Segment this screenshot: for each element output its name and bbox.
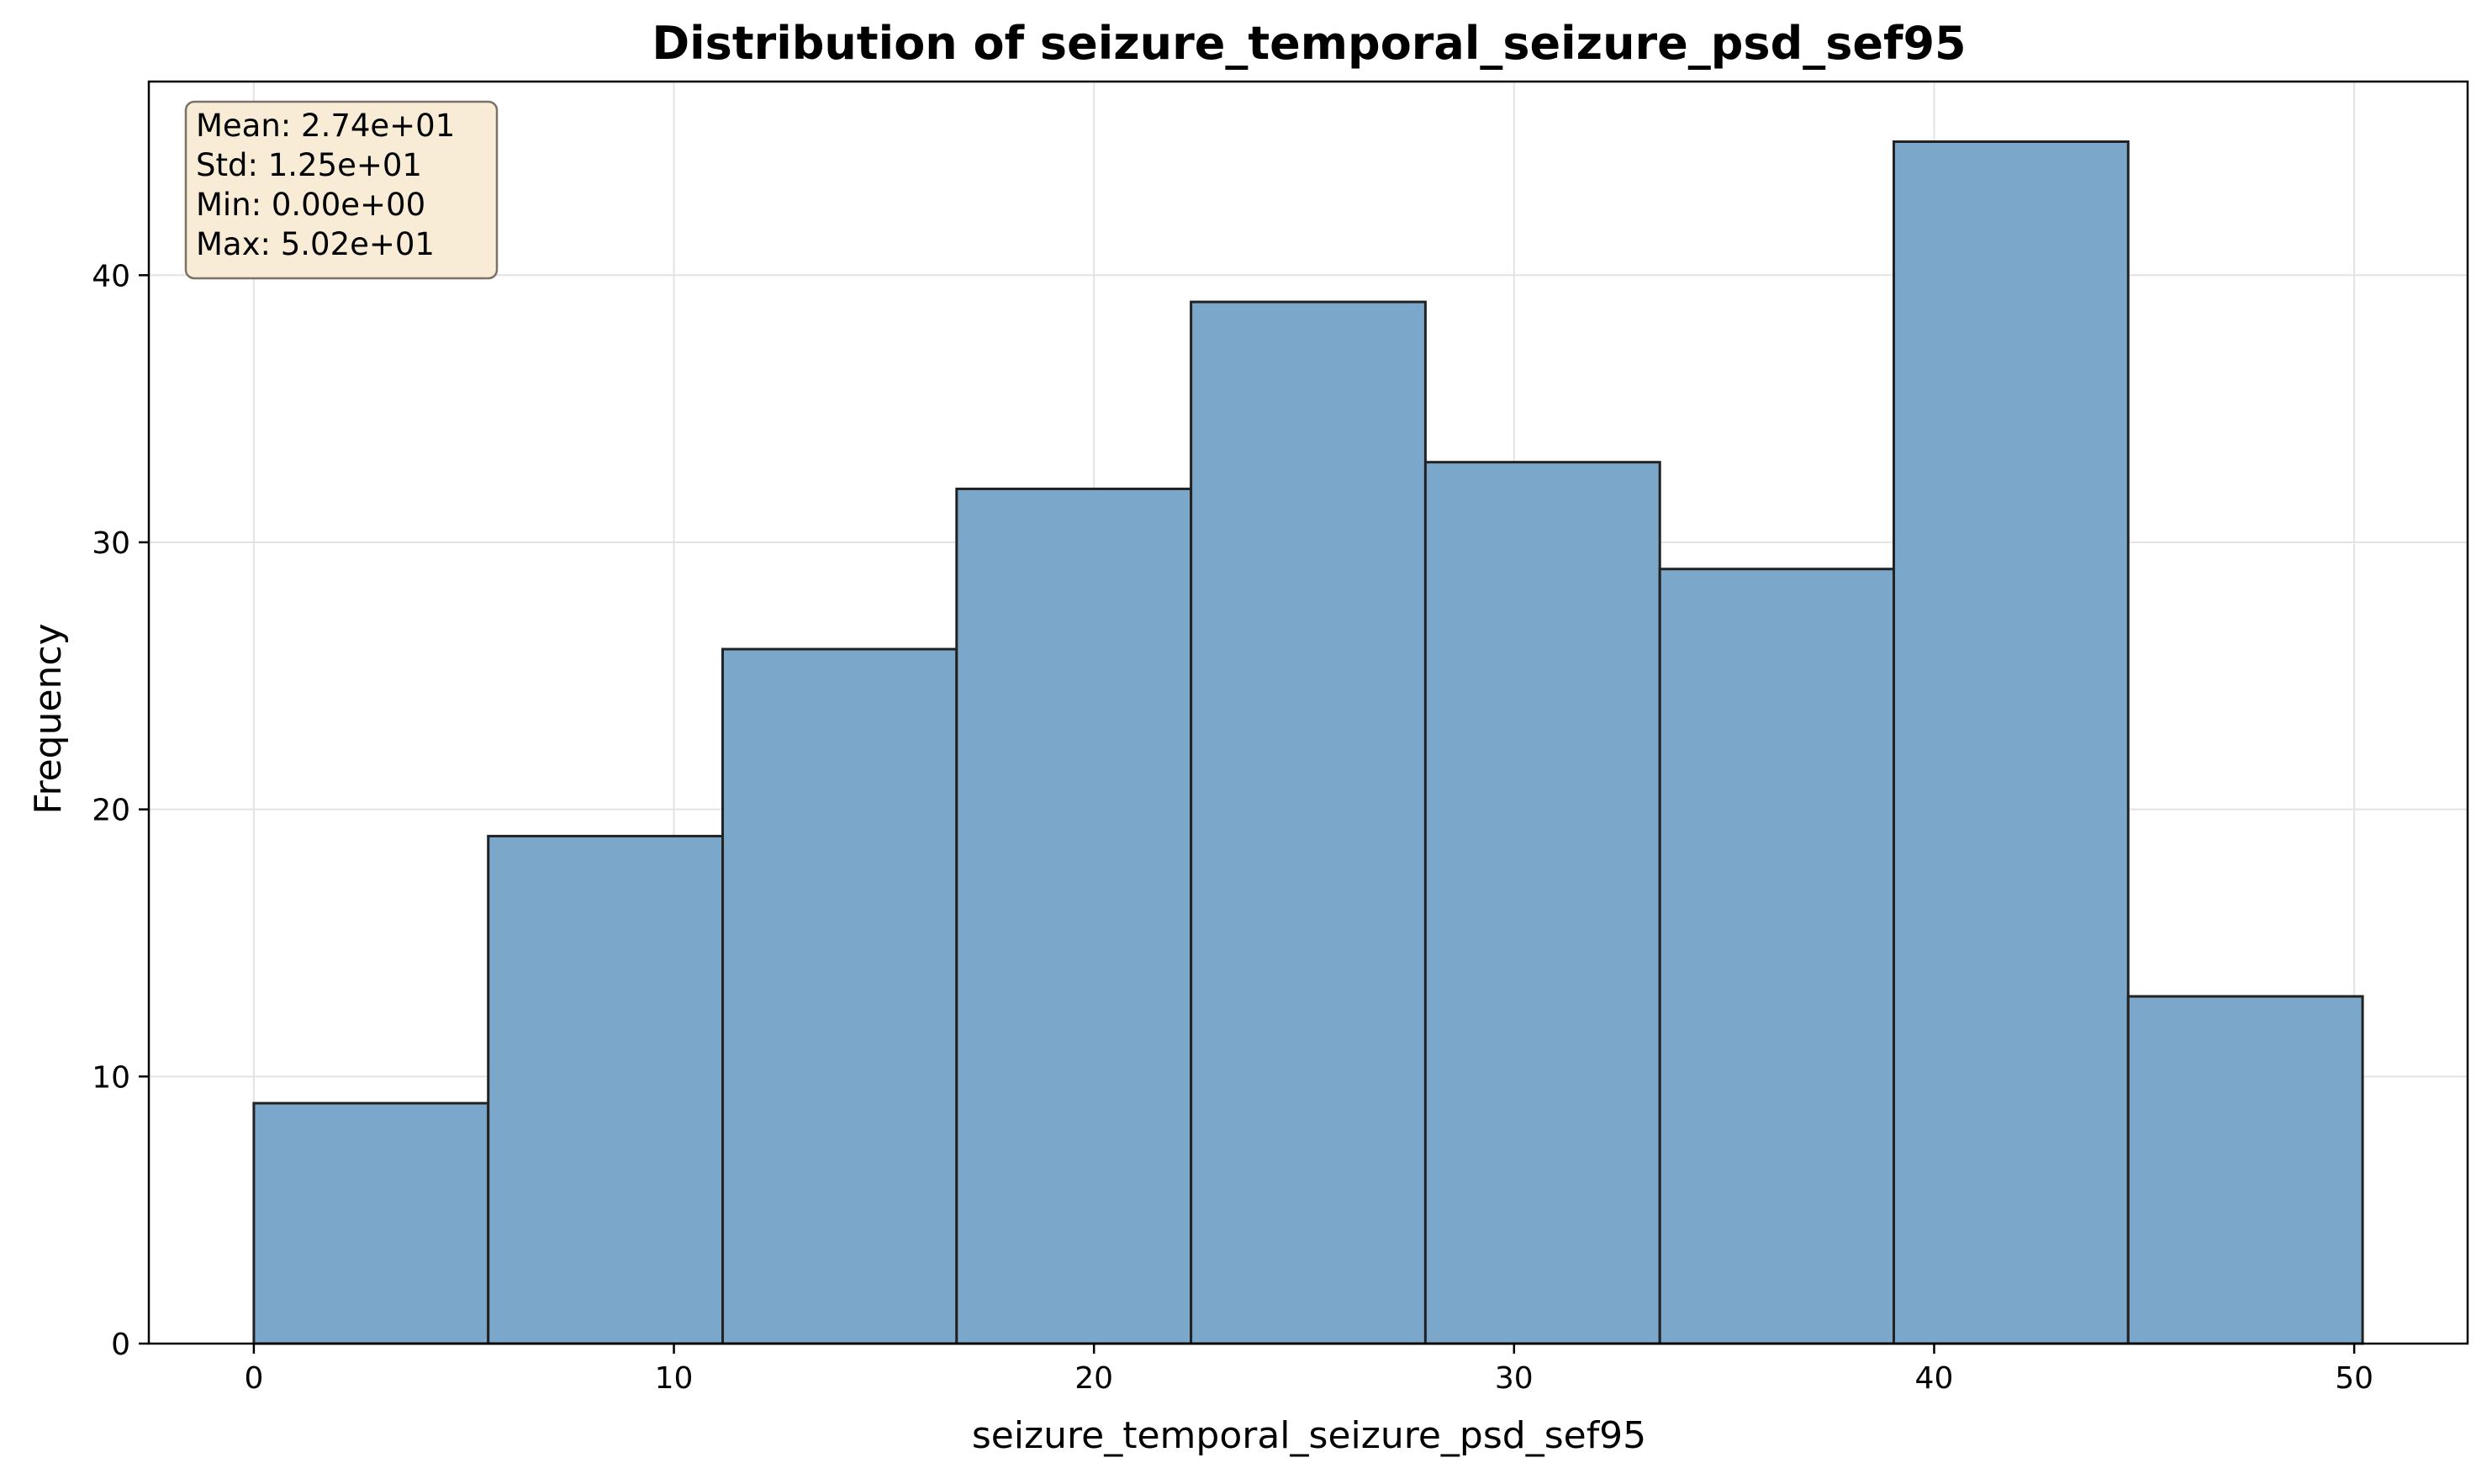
y-tick-label: 20 — [92, 794, 130, 828]
histogram-bar — [1190, 300, 1427, 1345]
stats-mean: Mean: 2.74e+01 — [196, 108, 455, 144]
histogram-bar — [252, 1101, 490, 1345]
y-tick-label: 0 — [111, 1328, 130, 1362]
histogram-bar — [1892, 140, 2130, 1345]
stats-box: Mean: 2.74e+01 Std: 1.25e+01 Min: 0.00e+… — [184, 100, 499, 280]
y-axis-ticks: 0 10 20 30 40 — [92, 259, 149, 1362]
x-axis-ticks: 0 10 20 30 40 50 — [244, 1344, 2373, 1396]
x-tick-label: 20 — [1074, 1361, 1113, 1396]
y-tick-label: 40 — [92, 259, 130, 293]
histogram-bar — [1423, 461, 1661, 1345]
histogram-bar — [487, 834, 725, 1345]
chart-title: Distribution of seizure_temporal_seizure… — [652, 17, 1966, 70]
stats-std: Std: 1.25e+01 — [196, 147, 422, 183]
histogram-bar — [955, 487, 1193, 1345]
histogram-bar — [721, 647, 958, 1345]
x-tick-label: 30 — [1495, 1361, 1534, 1396]
histogram-bar — [1658, 568, 1895, 1345]
y-tick-label: 30 — [92, 526, 130, 561]
y-axis-label: Frequency — [27, 623, 70, 814]
stats-max: Max: 5.02e+01 — [196, 226, 435, 262]
y-tick-label: 10 — [92, 1060, 130, 1095]
histogram-bar — [2126, 995, 2364, 1345]
x-tick-label: 50 — [2335, 1361, 2373, 1396]
stats-min: Min: 0.00e+00 — [196, 187, 425, 223]
x-axis-label: seizure_temporal_seizure_psd_sef95 — [972, 1414, 1646, 1457]
x-tick-label: 0 — [244, 1361, 263, 1396]
stats-box-background — [184, 100, 499, 280]
x-tick-label: 10 — [655, 1361, 694, 1396]
plot-frame — [147, 80, 2469, 1345]
x-tick-label: 40 — [1915, 1361, 1954, 1396]
histogram-bars — [252, 140, 2364, 1345]
